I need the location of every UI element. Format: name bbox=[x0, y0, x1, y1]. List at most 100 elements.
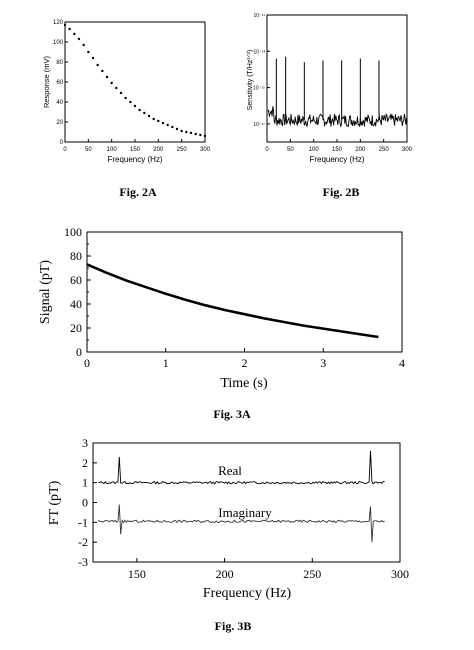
data-point bbox=[105, 75, 109, 79]
x-tick-label: 50 bbox=[85, 147, 92, 153]
data-point bbox=[77, 37, 81, 41]
fig-3a-xlabel: Time (s) bbox=[220, 376, 268, 391]
y-tick-label: 80 bbox=[56, 60, 63, 66]
x-tick-label: 100 bbox=[309, 147, 320, 153]
data-point bbox=[175, 127, 179, 131]
x-tick-label: 150 bbox=[130, 147, 141, 153]
x-tick-label: 50 bbox=[287, 147, 294, 153]
x-tick-label: 250 bbox=[379, 147, 390, 153]
y-tick-label: -3 bbox=[78, 555, 88, 569]
y-tick-label: 0 bbox=[82, 496, 88, 510]
x-tick-label: 4 bbox=[399, 356, 405, 370]
fig-3b-xlabel: Frequency (Hz) bbox=[203, 586, 292, 601]
fig-2b-ylabel: Sensitivity (T/Hz¹ᐟ²) bbox=[247, 50, 254, 111]
x-tick-label: 300 bbox=[391, 567, 409, 581]
data-point bbox=[73, 32, 76, 36]
y-tick-label: 60 bbox=[70, 273, 82, 287]
series-line-real bbox=[98, 450, 385, 485]
fig-3b-caption: Fig. 3B bbox=[215, 619, 252, 633]
y-tick-label: -2 bbox=[78, 535, 88, 549]
fig-3b-annotation-real: Real bbox=[218, 463, 242, 478]
noise-trace bbox=[267, 106, 407, 128]
data-point bbox=[185, 130, 188, 134]
data-point bbox=[199, 133, 202, 137]
x-tick-label: 200 bbox=[153, 147, 164, 153]
data-point bbox=[87, 50, 90, 54]
data-point bbox=[180, 129, 183, 133]
fig-3b-chart: 150 200 250 300 -3 -2 -1 0 1 2 3 Real Imaginary Fr… bbox=[47, 436, 409, 633]
x-tick-label: 200 bbox=[216, 567, 234, 581]
signal-line bbox=[86, 263, 379, 339]
fig-3a-ylabel: Signal (pT) bbox=[38, 260, 53, 324]
fig-2b-caption: Fig. 2B bbox=[323, 185, 360, 199]
data-point bbox=[129, 100, 132, 104]
data-point bbox=[63, 23, 67, 27]
y-tick-label: 80 bbox=[70, 249, 82, 263]
y-tick-label: 10⁻¹⁵ bbox=[253, 86, 265, 92]
x-tick-label: 3 bbox=[320, 356, 326, 370]
y-tick-label: 2 bbox=[82, 456, 88, 470]
fig-2a-chart: 0 50 100 150 200 250 300 0 20 40 60 80 100 120 Freque… bbox=[42, 20, 211, 199]
fig-3b-ylabel: FT (pT) bbox=[47, 480, 62, 525]
fig-2b-plot-frame bbox=[266, 14, 408, 143]
y-tick-label: 40 bbox=[70, 297, 82, 311]
y-tick-label: 120 bbox=[53, 20, 64, 26]
x-tick-label: 300 bbox=[200, 147, 211, 153]
series-line-imaginary bbox=[98, 504, 385, 543]
data-point bbox=[161, 121, 165, 125]
x-tick-label: 2 bbox=[242, 356, 248, 370]
data-point bbox=[101, 69, 104, 73]
data-point bbox=[91, 56, 95, 60]
data-point bbox=[189, 131, 193, 135]
y-tick-label: 40 bbox=[56, 100, 63, 106]
fig-3a-caption: Fig. 3A bbox=[213, 407, 251, 421]
x-tick-label: 300 bbox=[402, 147, 413, 153]
x-tick-label: 200 bbox=[355, 147, 366, 153]
fig-3b-annotation-imaginary: Imaginary bbox=[218, 505, 272, 520]
data-point bbox=[96, 63, 99, 67]
data-point bbox=[138, 108, 141, 112]
data-point bbox=[171, 125, 174, 129]
fig-2a-caption: Fig. 2A bbox=[119, 185, 157, 199]
x-tick-label: 1 bbox=[163, 356, 169, 370]
x-tick-label: 0 bbox=[265, 147, 269, 153]
data-point bbox=[152, 117, 155, 121]
x-tick-label: 100 bbox=[107, 147, 118, 153]
fig-2b-xlabel: Frequency (Hz) bbox=[309, 155, 364, 164]
y-tick-label: 10⁻¹⁷ bbox=[253, 122, 265, 128]
data-point bbox=[157, 119, 160, 123]
data-point bbox=[203, 134, 207, 138]
data-point bbox=[147, 114, 151, 118]
y-tick-label: 10⁻¹³ bbox=[253, 49, 265, 55]
x-tick-label: 250 bbox=[177, 147, 188, 153]
data-point bbox=[82, 43, 85, 47]
fig-3b-plot-frame bbox=[92, 442, 401, 563]
fig-2a-plot-frame bbox=[64, 21, 206, 143]
y-tick-label: 100 bbox=[64, 225, 82, 239]
data-point bbox=[166, 123, 169, 127]
data-point bbox=[124, 96, 127, 100]
x-tick-label: 0 bbox=[84, 356, 90, 370]
fig-2a-xlabel: Frequency (Hz) bbox=[107, 155, 162, 164]
data-point bbox=[194, 132, 197, 136]
fig-2b-chart: 0 50 100 150 200 250 300 10⁻¹¹ 10⁻¹³ 10⁻¹⁵ 10⁻¹⁷ F… bbox=[247, 13, 413, 199]
data-point bbox=[119, 91, 123, 95]
y-tick-label: 20 bbox=[56, 120, 63, 126]
data-point bbox=[110, 81, 113, 85]
x-tick-label: 250 bbox=[303, 567, 321, 581]
data-point bbox=[115, 86, 118, 90]
y-tick-label: 1 bbox=[82, 476, 88, 490]
y-tick-label: 60 bbox=[56, 80, 63, 86]
y-tick-label: 100 bbox=[53, 40, 64, 46]
x-tick-label: 150 bbox=[332, 147, 343, 153]
data-point bbox=[133, 104, 137, 108]
y-tick-label: 10⁻¹¹ bbox=[253, 13, 265, 19]
y-tick-label: 0 bbox=[60, 140, 64, 146]
x-tick-label: 150 bbox=[128, 567, 146, 581]
x-tick-label: 0 bbox=[63, 147, 67, 153]
y-tick-label: 20 bbox=[70, 321, 82, 335]
data-point bbox=[143, 111, 146, 115]
y-tick-label: 3 bbox=[82, 436, 88, 450]
